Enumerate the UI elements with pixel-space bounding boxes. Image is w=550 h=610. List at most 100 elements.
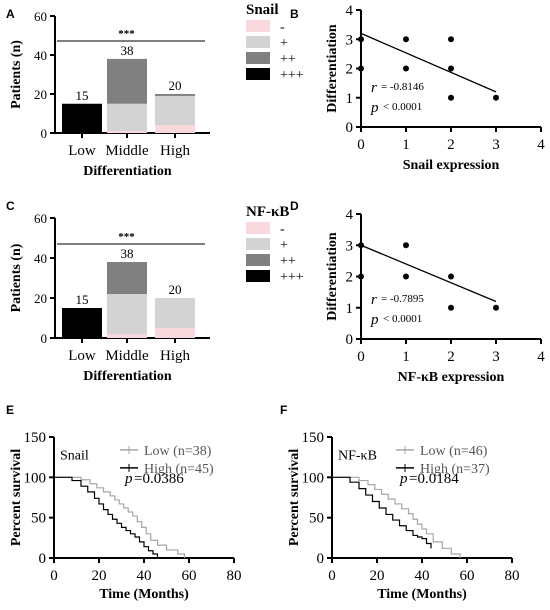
x-tick-label: 1 — [402, 137, 410, 153]
bar-total-label: 38 — [121, 246, 134, 261]
x-tick-label: 3 — [492, 349, 500, 365]
y-tick-label: 2 — [346, 270, 354, 286]
y-axis-title: Differentiation — [325, 232, 340, 321]
survival-curve — [332, 476, 461, 558]
x-tick-label: 20 — [92, 568, 107, 584]
scatter-point — [358, 273, 364, 280]
legend-label: ++ — [280, 52, 296, 67]
x-axis-title: Differentiation — [83, 164, 172, 179]
significance-stars: *** — [118, 28, 135, 40]
x-tick-label: Middle — [105, 348, 149, 364]
x-tick-label: 4 — [537, 349, 545, 365]
legend-swatch — [246, 20, 270, 32]
bar-segment — [107, 334, 147, 338]
legend-swatch — [246, 238, 270, 250]
scatter-point — [358, 36, 364, 43]
r-value: = -0.8146 — [381, 81, 424, 93]
bar-segment — [62, 103, 102, 133]
y-tick-label: 0 — [317, 551, 325, 567]
x-tick-label: 0 — [50, 568, 58, 584]
panel-letter-b: B — [290, 7, 299, 21]
r-symbol: r — [371, 80, 377, 96]
x-axis-title: NF-κB expression — [398, 370, 505, 385]
x-tick-label: 40 — [137, 568, 152, 584]
survival-curve — [54, 476, 159, 558]
x-axis-title: Differentiation — [83, 369, 172, 384]
bar-segment — [107, 58, 147, 104]
scatter-point — [448, 65, 454, 72]
y-tick-label: 100 — [302, 470, 325, 486]
scatter-point — [403, 65, 409, 72]
x-tick-label: 2 — [447, 349, 455, 365]
y-tick-label: 2 — [346, 62, 354, 78]
legend-swatch — [246, 254, 270, 266]
bar-segment — [155, 94, 195, 96]
survival-curve — [54, 476, 186, 558]
legend-label: +++ — [280, 270, 304, 285]
bar-segment — [62, 308, 102, 338]
y-axis-title: Percent survival — [9, 449, 24, 546]
x-tick-label: 0 — [328, 568, 336, 584]
scatter-point — [493, 94, 499, 101]
x-tick-label: 4 — [537, 137, 545, 153]
panel-letter-d: D — [290, 199, 299, 213]
y-tick-label: 1 — [346, 91, 354, 107]
y-tick-label: 60 — [34, 9, 47, 24]
y-axis-title: Differentiation — [325, 24, 340, 113]
x-tick-label: 80 — [227, 568, 242, 584]
y-tick-label: 40 — [34, 48, 47, 63]
p-symbol: p — [370, 100, 379, 116]
p-value: =0.0184 — [409, 471, 459, 487]
bar-segment — [107, 294, 147, 334]
x-axis-title: Snail expression — [403, 158, 500, 173]
x-tick-label: Low — [68, 143, 96, 159]
legend-label: ++ — [280, 254, 296, 269]
scatter-point — [403, 36, 409, 43]
bar-total-label: 15 — [76, 88, 89, 103]
y-axis-title: Percent survival — [287, 449, 302, 546]
x-tick-label: 20 — [370, 568, 385, 584]
x-tick-label: Middle — [105, 143, 149, 159]
x-tick-label: Low — [68, 348, 96, 364]
p-value: < 0.0001 — [383, 101, 422, 113]
y-tick-label: 40 — [34, 251, 47, 266]
y-tick-label: 20 — [34, 291, 47, 306]
legend-label: High (n=37) — [420, 462, 490, 477]
p-value: =0.0386 — [134, 471, 184, 487]
x-tick-label: High — [160, 143, 191, 159]
legend-label: + — [280, 36, 288, 51]
x-tick-label: 0 — [357, 137, 365, 153]
x-axis-title: Time (Months) — [99, 587, 189, 602]
survival-curve — [332, 476, 432, 549]
legend-swatch — [246, 68, 270, 80]
x-tick-label: 1 — [402, 349, 410, 365]
r-value: = -0.7895 — [381, 293, 424, 305]
panel-c-bar-chart: 0 20 40 60 15 Low 38 Middle 20 High *** Differentia… — [9, 204, 304, 384]
p-symbol: p — [399, 471, 408, 487]
scatter-point — [448, 36, 454, 43]
x-tick-label: 60 — [182, 568, 197, 584]
y-tick-label: 60 — [34, 211, 47, 226]
legend-label: - — [280, 222, 285, 237]
legend-label: Low (n=38) — [144, 444, 212, 459]
bar-segment — [155, 328, 195, 338]
y-tick-label: 50 — [31, 511, 46, 527]
y-tick-label: 150 — [24, 430, 47, 446]
legend-title: NF-κB — [246, 204, 289, 220]
p-symbol: p — [370, 312, 379, 328]
legend-label: Low (n=46) — [420, 444, 488, 459]
legend-label: + — [280, 238, 288, 253]
bar-total-label: 20 — [169, 282, 182, 297]
y-tick-label: 20 — [34, 87, 47, 102]
x-tick-label: 80 — [505, 568, 520, 584]
x-tick-label: 3 — [492, 137, 500, 153]
p-symbol: p — [124, 471, 133, 487]
y-tick-label: 4 — [346, 207, 354, 223]
panel-letter-c: C — [6, 199, 15, 213]
legend-label: +++ — [280, 68, 304, 83]
regression-line — [360, 32, 497, 93]
panel-f-survival-chart: 0 50 100 150 0 20 40 60 80 NF-κB Low (n=46) High (n… — [287, 430, 520, 602]
